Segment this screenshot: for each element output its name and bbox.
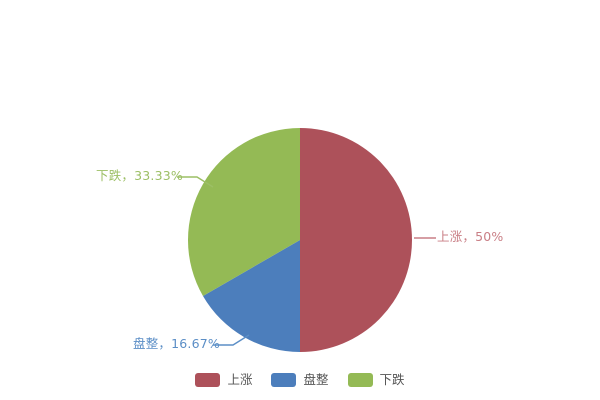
chart-legend: 上涨 盘整 下跌	[0, 373, 600, 387]
legend-item-down[interactable]: 下跌	[347, 371, 405, 387]
pie-label-flat: 盘整，16.67%	[133, 336, 220, 351]
pie-slice-up[interactable]	[300, 128, 412, 352]
legend-label-up: 上涨	[227, 371, 253, 387]
leader-line-down	[177, 176, 214, 188]
leader-line-flat	[213, 334, 250, 346]
legend-item-up[interactable]: 上涨	[195, 373, 252, 387]
pie-label-up: 上涨，50%	[437, 229, 504, 244]
legend-swatch-up	[195, 373, 221, 387]
pie-slice-flat[interactable]	[202, 240, 300, 352]
pie-slice-down[interactable]	[187, 128, 300, 296]
legend-swatch-down	[347, 373, 373, 387]
legend-label-down: 下跌	[379, 371, 405, 387]
legend-label-flat: 盘整	[303, 371, 329, 387]
legend-swatch-flat	[271, 373, 297, 387]
pie-label-down: 下跌，33.33%	[96, 168, 183, 183]
legend-item-flat[interactable]: 盘整	[271, 371, 329, 387]
